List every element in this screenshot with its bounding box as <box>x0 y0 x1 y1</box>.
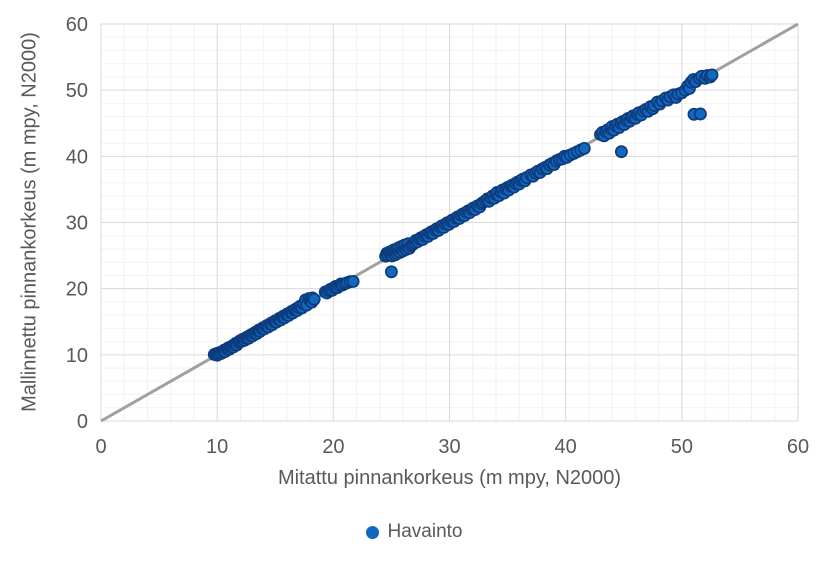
y-tick-label: 20 <box>66 279 88 301</box>
x-tick-label: 30 <box>438 436 460 458</box>
legend-marker-icon <box>365 525 379 539</box>
x-tick-label: 10 <box>206 436 228 458</box>
plot-border <box>100 23 799 422</box>
scatter-point <box>346 274 360 288</box>
x-tick-label: 20 <box>322 436 344 458</box>
y-tick-label: 60 <box>66 14 88 36</box>
x-tick-label: 0 <box>95 436 106 458</box>
y-axis-title: Mallinnettu pinnankorkeus (m mpy, N2000) <box>18 32 41 412</box>
plot-area: 0 10 20 30 40 50 60 0 10 20 30 40 50 60 <box>66 14 809 458</box>
scatter-point <box>384 265 398 279</box>
y-tick-label: 50 <box>66 80 88 102</box>
scatter-point <box>307 292 321 306</box>
scatter-point <box>693 107 707 121</box>
legend: Havainto <box>0 520 828 544</box>
legend-label: Havainto <box>387 521 463 542</box>
scatter-point <box>705 68 719 82</box>
y-tick-label: 30 <box>66 213 88 235</box>
y-tick-label: 40 <box>66 146 88 168</box>
scatter-point <box>577 141 591 155</box>
x-tick-label: 40 <box>555 436 577 458</box>
x-axis-title: Mitattu pinnankorkeus (m mpy, N2000) <box>277 467 622 489</box>
y-tick-label: 10 <box>66 345 88 367</box>
x-tick-label: 60 <box>787 436 809 458</box>
y-tick-label: 0 <box>77 411 88 433</box>
scatter-point <box>614 145 628 159</box>
x-tick-label: 50 <box>671 436 693 458</box>
